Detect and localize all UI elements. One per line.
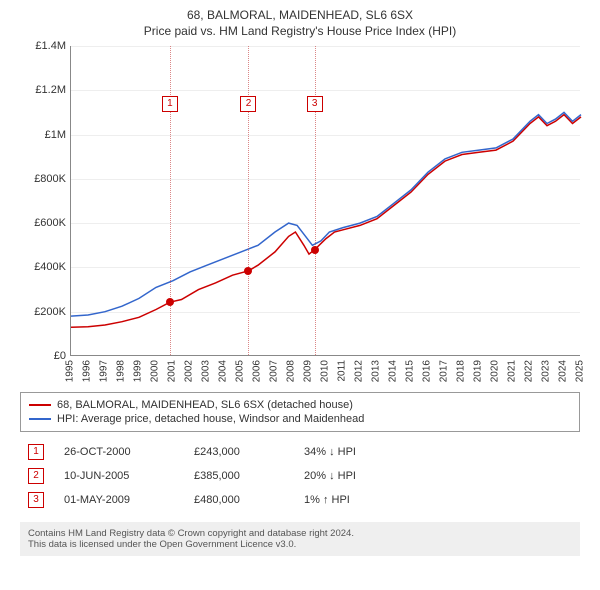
transaction-price: £480,000 [194,494,284,506]
transaction-date: 26-OCT-2000 [64,446,174,458]
legend-row: HPI: Average price, detached house, Wind… [29,413,571,425]
transaction-row: 1 26-OCT-2000 £243,000 34% ↓ HPI [20,440,580,464]
marker-label: 2 [240,96,256,112]
transaction-row: 2 10-JUN-2005 £385,000 20% ↓ HPI [20,464,580,488]
legend-swatch [29,404,51,406]
x-tick-label: 2002 [184,360,195,382]
x-tick-label: 2006 [252,360,263,382]
series-line-property [71,115,581,328]
y-tick-label: £1.2M [35,84,66,96]
x-tick-label: 2014 [388,360,399,382]
transaction-table: 1 26-OCT-2000 £243,000 34% ↓ HPI 2 10-JUN-200… [20,440,580,512]
y-tick-label: £600K [34,217,66,229]
transaction-row: 3 01-MAY-2009 £480,000 1% ↑ HPI [20,488,580,512]
transaction-hpi: 1% ↑ HPI [304,494,394,506]
legend: 68, BALMORAL, MAIDENHEAD, SL6 6SX (detac… [20,392,580,432]
x-tick-label: 2009 [303,360,314,382]
plot-area: 1 2 3 [70,46,580,356]
y-tick-label: £200K [34,306,66,318]
x-tick-label: 2000 [150,360,161,382]
x-tick-label: 2015 [405,360,416,382]
marker-label: 3 [307,96,323,112]
x-tick-label: 2008 [286,360,297,382]
x-tick-label: 1995 [65,360,76,382]
chart-subtitle: Price paid vs. HM Land Registry's House … [10,24,590,38]
footer-line-2: This data is licensed under the Open Gov… [28,539,572,550]
transaction-marker: 3 [28,492,44,508]
x-tick-label: 2012 [354,360,365,382]
chart-area: £0£200K£400K£600K£800K£1M£1.2M£1.4M 123 … [20,46,580,386]
x-tick-label: 2020 [490,360,501,382]
chart-title: 68, BALMORAL, MAIDENHEAD, SL6 6SX [10,8,590,22]
line-layer [71,46,581,356]
series-line-hpi [71,112,581,316]
x-tick-label: 2018 [456,360,467,382]
x-tick-label: 2010 [320,360,331,382]
marker-vline [315,46,316,355]
transaction-date: 01-MAY-2009 [64,494,174,506]
x-tick-label: 2019 [473,360,484,382]
x-tick-label: 2011 [337,360,348,382]
y-axis: £0£200K£400K£600K£800K£1M£1.2M£1.4M [20,46,70,356]
legend-row: 68, BALMORAL, MAIDENHEAD, SL6 6SX (detac… [29,399,571,411]
x-tick-label: 1998 [116,360,127,382]
legend-label: 68, BALMORAL, MAIDENHEAD, SL6 6SX (detac… [57,399,353,411]
footer-line-1: Contains HM Land Registry data © Crown c… [28,528,572,539]
x-tick-label: 2007 [269,360,280,382]
x-tick-label: 2003 [201,360,212,382]
x-tick-label: 2005 [235,360,246,382]
x-tick-label: 2013 [371,360,382,382]
marker-vline [170,46,171,355]
marker-label: 1 [162,96,178,112]
y-tick-label: £400K [34,261,66,273]
x-tick-label: 2016 [422,360,433,382]
x-tick-label: 2001 [167,360,178,382]
y-tick-label: £800K [34,173,66,185]
legend-label: HPI: Average price, detached house, Wind… [57,413,364,425]
x-tick-label: 1997 [99,360,110,382]
transaction-hpi: 34% ↓ HPI [304,446,394,458]
y-tick-label: £1M [45,129,66,141]
marker-dot [166,298,174,306]
x-tick-label: 2022 [524,360,535,382]
x-tick-label: 2004 [218,360,229,382]
x-tick-label: 2021 [507,360,518,382]
legend-swatch [29,418,51,420]
x-tick-label: 2023 [541,360,552,382]
marker-vline [248,46,249,355]
x-axis: 1995199619971998199920002001200220032004… [70,356,580,386]
footer-attribution: Contains HM Land Registry data © Crown c… [20,522,580,556]
x-tick-label: 1999 [133,360,144,382]
transaction-marker: 1 [28,444,44,460]
transaction-date: 10-JUN-2005 [64,470,174,482]
marker-dot [244,267,252,275]
transaction-price: £385,000 [194,470,284,482]
x-tick-label: 2024 [558,360,569,382]
transaction-hpi: 20% ↓ HPI [304,470,394,482]
x-tick-label: 1996 [82,360,93,382]
x-tick-label: 2017 [439,360,450,382]
transaction-price: £243,000 [194,446,284,458]
transaction-marker: 2 [28,468,44,484]
y-tick-label: £1.4M [35,40,66,52]
marker-dot [311,246,319,254]
x-tick-label: 2025 [575,360,586,382]
